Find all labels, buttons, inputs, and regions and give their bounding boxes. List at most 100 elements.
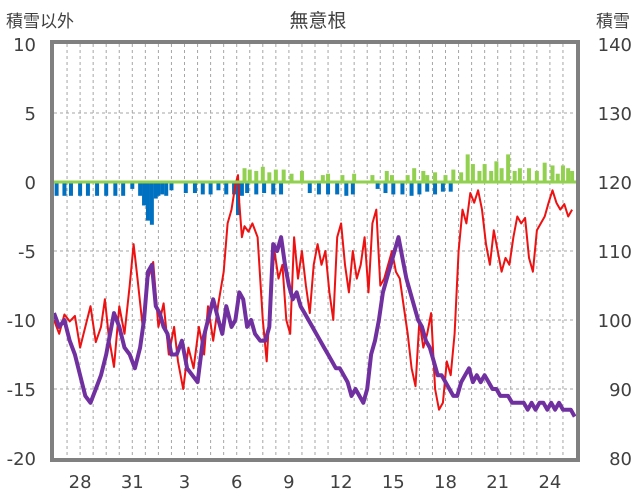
bar-mark [62,182,67,196]
bar-mark [200,182,205,195]
bar-mark [289,173,294,182]
x-tick-label: 18 [434,472,457,493]
bar-mark [78,182,83,196]
y-right-tick-label: 120 [598,173,632,194]
bar-mark [383,182,388,194]
bar-mark [247,169,252,182]
bar-mark [340,175,345,182]
y-right-tick-label: 110 [598,242,632,263]
bar-mark [149,182,154,225]
bar-mark [412,168,417,182]
bar-mark [482,164,487,182]
bar-mark [512,170,517,182]
bar-mark [95,182,100,196]
bar-mark [344,182,349,196]
y-left-tick-label: 5 [25,104,36,125]
y-left-tick-label: -10 [7,311,36,332]
bar-mark [156,182,161,196]
bar-mark [499,168,504,182]
bar-mark [245,182,250,194]
bar-mark [506,154,511,182]
bar-mark [375,182,380,189]
y-right-tick-label: 140 [598,35,632,56]
bar-mark [400,182,405,195]
bar-mark [417,182,422,195]
bar-mark [384,170,389,182]
bar-mark [489,170,494,182]
y-right-tick-label: 80 [609,449,632,470]
bar-mark [459,172,464,182]
bar-mark [216,182,221,191]
bar-mark [164,182,169,196]
bar-mark [542,162,547,182]
bar-mark [534,170,539,182]
bar-mark [160,182,165,195]
y-left-tick-label: 10 [13,35,36,56]
bar-mark [236,182,241,216]
bar-mark [242,168,247,182]
x-tick-label: 6 [231,472,242,493]
bar-mark [527,168,532,182]
bar-mark [68,182,73,196]
bar-mark [570,170,575,182]
bar-mark [477,170,482,182]
bar-mark [391,182,396,195]
bar-mark [254,182,259,195]
bar-mark [271,182,276,195]
bar-mark [316,182,321,195]
y-right-tick-label: 130 [598,104,632,125]
bar-mark [281,169,286,182]
bar-mark [121,182,126,196]
chart-title: 無意根 [289,10,346,32]
x-tick-label: 12 [330,472,353,493]
bar-mark [260,166,265,182]
bar-mark [560,165,565,182]
y-right-tick-label: 90 [609,380,632,401]
bar-mark [465,154,470,182]
left-axis-title: 積雪以外 [6,12,74,32]
x-tick-label: 31 [121,472,144,493]
bar-mark [224,182,229,195]
bar-mark [326,182,331,195]
bar-mark [494,161,499,182]
bar-mark [370,175,375,182]
bar-mark [433,172,438,182]
axis-labels: 10 5 0 -5 -10 -15 -20 140 130 120 110 100 90 80 28 31 3 6… [7,35,632,493]
bar-mark [566,168,571,182]
bar-mark [54,182,59,196]
bar-mark [352,173,357,182]
y-left-tick-label: -20 [7,449,36,470]
bar-mark [113,182,118,196]
bar-mark [267,172,272,182]
bar-mark [555,173,560,182]
y-left-tick-label: 0 [25,173,36,194]
bar-mark [142,182,147,206]
lines [52,174,577,418]
bar-mark [239,182,244,196]
bar-mark [273,169,278,182]
x-tick-label: 9 [283,472,294,493]
bar-mark [517,168,522,182]
bar-mark [425,182,430,192]
temperature-line [53,174,573,411]
bar-mark [326,173,331,182]
bar-mark [350,182,355,195]
snow-depth-line [52,235,577,418]
bar-mark [451,169,456,182]
bar-mark [335,182,340,195]
bar-mark [320,175,325,182]
bar-mark [425,175,430,182]
x-tick-label: 3 [179,472,190,493]
bar-mark [405,175,410,182]
bar-mark [169,182,174,191]
bar-mark [262,182,267,194]
bar-mark [299,170,304,182]
bar-mark [153,182,158,199]
bar-mark [433,182,438,195]
y-right-tick-label: 100 [598,311,632,332]
y-left-tick-label: -5 [18,242,36,263]
bar-mark [145,182,150,221]
bar-mark [307,182,312,194]
bar-mark [130,182,135,189]
